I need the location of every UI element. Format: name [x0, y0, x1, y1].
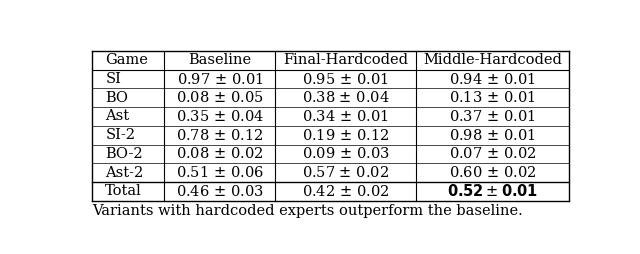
Text: $\mathbf{0.52} \pm \mathbf{0.01}$: $\mathbf{0.52} \pm \mathbf{0.01}$ [447, 183, 538, 199]
Text: Middle-Hardcoded: Middle-Hardcoded [423, 53, 562, 67]
Text: 0.35 $\pm$ 0.04: 0.35 $\pm$ 0.04 [176, 109, 264, 124]
Text: Game: Game [106, 53, 148, 67]
Text: 0.57 $\pm$ 0.02: 0.57 $\pm$ 0.02 [302, 165, 389, 180]
Text: BO-2: BO-2 [106, 147, 143, 161]
Text: 0.78 $\pm$ 0.12: 0.78 $\pm$ 0.12 [176, 128, 264, 143]
Text: Total: Total [106, 184, 142, 198]
Text: SI: SI [106, 72, 121, 86]
Text: 0.08 $\pm$ 0.05: 0.08 $\pm$ 0.05 [176, 90, 264, 105]
Text: Ast-2: Ast-2 [106, 166, 143, 180]
Text: 0.46 $\pm$ 0.03: 0.46 $\pm$ 0.03 [176, 184, 264, 199]
Text: 0.51 $\pm$ 0.06: 0.51 $\pm$ 0.06 [176, 165, 264, 180]
Text: 0.37 $\pm$ 0.01: 0.37 $\pm$ 0.01 [449, 109, 536, 124]
Text: Final-Hardcoded: Final-Hardcoded [284, 53, 408, 67]
Text: BO: BO [106, 91, 129, 105]
Text: Variants with hardcoded experts outperform the baseline.: Variants with hardcoded experts outperfo… [92, 204, 523, 218]
Text: 0.98 $\pm$ 0.01: 0.98 $\pm$ 0.01 [449, 128, 536, 143]
Text: 0.42 $\pm$ 0.02: 0.42 $\pm$ 0.02 [302, 184, 389, 199]
Text: Baseline: Baseline [188, 53, 252, 67]
Text: 0.95 $\pm$ 0.01: 0.95 $\pm$ 0.01 [303, 72, 389, 87]
Text: 0.07 $\pm$ 0.02: 0.07 $\pm$ 0.02 [449, 146, 536, 161]
Text: 0.38 $\pm$ 0.04: 0.38 $\pm$ 0.04 [302, 90, 390, 105]
Text: Ast: Ast [106, 109, 129, 123]
Text: SI-2: SI-2 [106, 128, 135, 142]
Text: 0.09 $\pm$ 0.03: 0.09 $\pm$ 0.03 [302, 146, 390, 161]
Text: 0.34 $\pm$ 0.01: 0.34 $\pm$ 0.01 [303, 109, 389, 124]
Text: 0.13 $\pm$ 0.01: 0.13 $\pm$ 0.01 [449, 90, 536, 105]
Text: 0.19 $\pm$ 0.12: 0.19 $\pm$ 0.12 [302, 128, 389, 143]
Text: 0.60 $\pm$ 0.02: 0.60 $\pm$ 0.02 [449, 165, 536, 180]
Text: 0.08 $\pm$ 0.02: 0.08 $\pm$ 0.02 [176, 146, 264, 161]
Text: 0.94 $\pm$ 0.01: 0.94 $\pm$ 0.01 [449, 72, 536, 87]
Text: 0.97 $\pm$ 0.01: 0.97 $\pm$ 0.01 [177, 72, 263, 87]
